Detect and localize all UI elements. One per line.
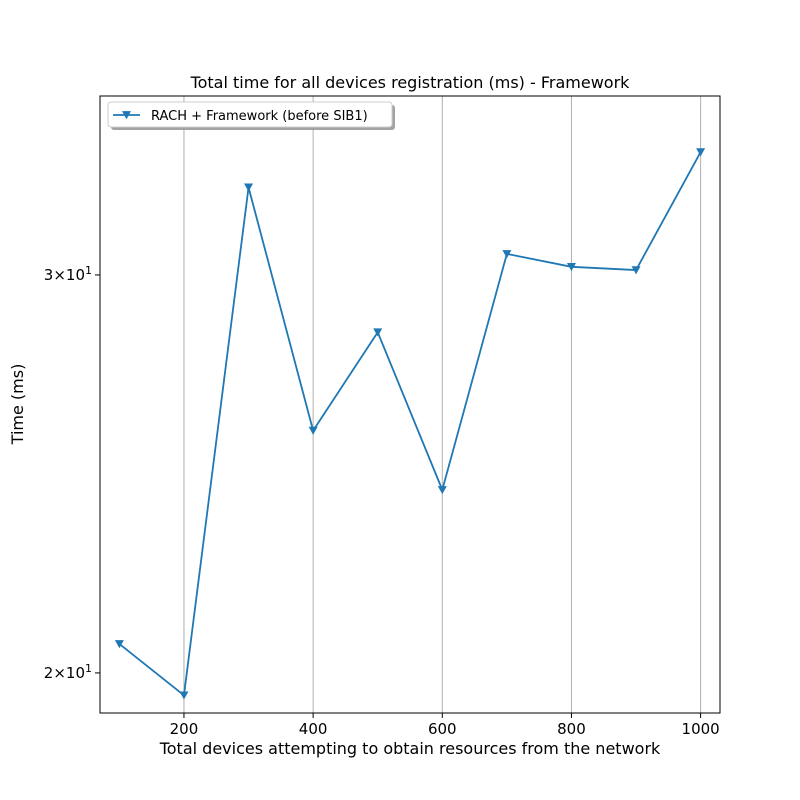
legend-series-label: RACH + Framework (before SIB1) — [151, 109, 368, 124]
data-point-marker — [502, 250, 512, 259]
x-axis-label: Total devices attempting to obtain resou… — [159, 739, 661, 758]
legend-series-marker — [122, 111, 131, 120]
grid-lines — [183, 96, 702, 713]
x-tick-label: 600 — [428, 720, 457, 738]
plot-series — [114, 148, 706, 700]
data-point-marker — [179, 691, 189, 700]
data-point-marker — [696, 148, 706, 157]
data-point-marker — [308, 426, 318, 435]
plot-frame — [99, 95, 721, 714]
y-tick-label: 3×101 — [44, 264, 92, 284]
data-point-marker — [631, 266, 641, 275]
x-tick-label: 400 — [299, 720, 328, 738]
legend-box — [107, 101, 393, 128]
data-point-marker — [114, 640, 124, 649]
x-tick-label: 1000 — [682, 720, 720, 738]
x-tick-label: 800 — [557, 720, 586, 738]
y-axis-label: Time (ms) — [8, 364, 27, 446]
x-axis-ticks: 200 400 600 800 1000 — [170, 713, 720, 738]
legend: RACH + Framework (before SIB1) — [107, 101, 395, 130]
y-tick-label: 2×101 — [44, 662, 92, 682]
y-axis-ticks: 2×101 3×101 — [44, 264, 100, 682]
data-point-marker — [566, 262, 576, 272]
x-tick-label: 200 — [170, 720, 199, 738]
data-point-marker — [437, 486, 447, 495]
series-line — [118, 151, 702, 697]
chart-title: Total time for all devices registration … — [190, 73, 631, 92]
data-point-marker — [244, 183, 254, 192]
data-point-marker — [373, 328, 383, 337]
